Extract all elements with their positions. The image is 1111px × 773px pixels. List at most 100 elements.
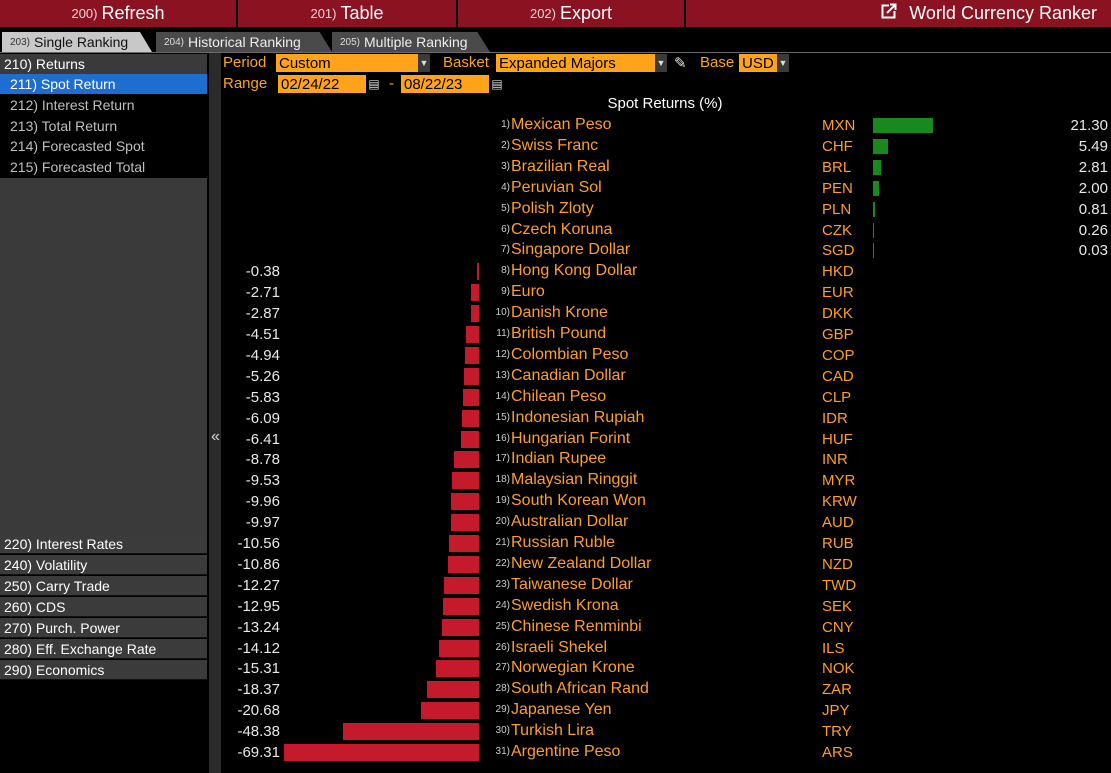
table-row[interactable]: 2) Swiss Franc CHF 5.49 (222, 136, 1111, 157)
table-row[interactable]: 11) British Pound GBP -4.51 (222, 324, 1111, 345)
sidebar-item-carry-trade[interactable]: 250) Carry Trade (0, 576, 207, 596)
table-row[interactable]: 25) Chinese Renminbi CNY -13.24 (222, 617, 1111, 638)
table-row[interactable]: 24) Swedish Krona SEK -12.95 (222, 596, 1111, 617)
refresh-button[interactable]: 200) Refresh (0, 0, 236, 27)
currency-name[interactable]: Australian Dollar (511, 513, 629, 531)
currency-name[interactable]: Peruvian Sol (511, 178, 602, 196)
currency-name[interactable]: Czech Koruna (511, 220, 613, 238)
currency-name[interactable]: Russian Ruble (511, 534, 616, 551)
table-row[interactable]: 31) Argentine Peso ARS -69.31 (222, 742, 1111, 763)
sidebar-item-cds[interactable]: 260) CDS (0, 597, 207, 617)
currency-name[interactable]: Turkish Lira (511, 722, 594, 740)
currency-name[interactable]: Chinese Renminbi (511, 617, 642, 635)
currency-name[interactable]: New Zealand Dollar (511, 554, 652, 572)
currency-name[interactable]: Colombian Peso (511, 345, 629, 363)
table-row[interactable]: 30) Turkish Lira TRY -48.38 (222, 721, 1111, 742)
collapse-sidebar-icon[interactable]: « (211, 428, 220, 445)
currency-name[interactable]: Chilean Peso (511, 387, 607, 405)
table-row[interactable]: 28) South African Rand ZAR -18.37 (222, 679, 1111, 700)
currency-name[interactable]: Mexican Peso (511, 116, 612, 133)
table-button[interactable]: 201) Table (238, 0, 456, 27)
sidebar-item-spot-return[interactable]: 211) Spot Return (0, 74, 207, 94)
currency-name[interactable]: Israeli Shekel (511, 638, 608, 656)
sidebar-item-total-return[interactable]: 213) Total Return (10, 118, 118, 134)
table-row[interactable]: 3) Brazilian Real BRL 2.81 (222, 157, 1111, 178)
table-row[interactable]: 7) Singapore Dollar SGD 0.03 (222, 240, 1111, 261)
sidebar-item-purch-power[interactable]: 270) Purch. Power (0, 618, 207, 638)
range-end-input[interactable]: 08/22/23 (401, 75, 489, 93)
table-row[interactable]: 29) Japanese Yen JPY -20.68 (222, 700, 1111, 721)
table-row[interactable]: 5) Polish Zloty PLN 0.81 (222, 199, 1111, 220)
sidebar-item-economics[interactable]: 290) Economics (0, 660, 207, 680)
base-dropdown-arrow-icon[interactable]: ▼ (777, 54, 789, 72)
sidebar-item-volatility[interactable]: 240) Volatility (0, 555, 207, 575)
tab-historical-ranking[interactable]: 204) Historical Ranking (156, 32, 332, 52)
sidebar-item-interest-rates[interactable]: 220) Interest Rates (0, 534, 207, 554)
currency-name[interactable]: South Korean Won (511, 492, 646, 510)
table-row[interactable]: 21) Russian Ruble RUB -10.56 (222, 533, 1111, 554)
period-dropdown[interactable]: Custom (276, 54, 418, 72)
currency-name[interactable]: Euro (511, 283, 545, 301)
currency-name[interactable]: Indian Rupee (511, 450, 607, 468)
currency-name[interactable]: Canadian Dollar (511, 366, 626, 384)
table-row[interactable]: 15) Indonesian Rupiah IDR -6.09 (222, 408, 1111, 429)
table-row[interactable]: 16) Hungarian Forint HUF -6.41 (222, 429, 1111, 450)
table-row[interactable]: 19) South Korean Won KRW -9.96 (222, 491, 1111, 512)
bar-negative (448, 555, 479, 573)
currency-name[interactable]: Norwegian Krone (511, 659, 635, 677)
sidebar-item-returns[interactable]: 210) Returns (0, 54, 207, 74)
range-start-input[interactable]: 02/24/22 (278, 75, 366, 93)
return-value: -15.31 (237, 660, 280, 678)
edit-pencil-icon[interactable]: ✎ (674, 55, 687, 72)
table-row[interactable]: 18) Malaysian Ringgit MYR -9.53 (222, 470, 1111, 491)
sidebar-item-forecasted-spot[interactable]: 214) Forecasted Spot (10, 138, 145, 154)
table-row[interactable]: 17) Indian Rupee INR -8.78 (222, 449, 1111, 470)
table-row[interactable]: 27) Norwegian Krone NOK -15.31 (222, 658, 1111, 679)
currency-name[interactable]: Malaysian Ringgit (511, 471, 638, 489)
currency-name[interactable]: Indonesian Rupiah (511, 408, 645, 426)
currency-name[interactable]: Taiwanese Dollar (511, 575, 633, 593)
table-row[interactable]: 6) Czech Koruna CZK 0.26 (222, 220, 1111, 241)
table-row[interactable]: 14) Chilean Peso CLP -5.83 (222, 387, 1111, 408)
app-title-bar[interactable]: World Currency Ranker (686, 0, 1111, 27)
currency-name[interactable]: Brazilian Real (511, 157, 610, 175)
tab-single-ranking[interactable]: 203) Single Ranking (2, 32, 152, 52)
base-dropdown[interactable]: USD (739, 54, 777, 72)
calendar-icon[interactable]: ▤ (368, 77, 380, 91)
basket-dropdown[interactable]: Expanded Majors (496, 54, 655, 72)
sidebar-item-eff-exchange-rate[interactable]: 280) Eff. Exchange Rate (0, 639, 207, 659)
calendar-icon[interactable]: ▤ (491, 77, 503, 91)
currency-name[interactable]: Singapore Dollar (511, 241, 631, 259)
table-row[interactable]: 26) Israeli Shekel ILS -14.12 (222, 638, 1111, 659)
currency-name[interactable]: Swedish Krona (511, 596, 619, 614)
currency-code: COP (822, 346, 855, 364)
table-row[interactable]: 23) Taiwanese Dollar TWD -12.27 (222, 575, 1111, 596)
currency-name[interactable]: Argentine Peso (511, 743, 621, 760)
sidebar-item-interest-return[interactable]: 212) Interest Return (10, 97, 135, 113)
currency-name[interactable]: Swiss Franc (511, 136, 599, 154)
table-row[interactable]: 4) Peruvian Sol PEN 2.00 (222, 178, 1111, 199)
table-row[interactable]: 22) New Zealand Dollar NZD -10.86 (222, 554, 1111, 575)
currency-name[interactable]: Polish Zloty (511, 199, 594, 217)
table-row[interactable]: 1) Mexican Peso MXN 21.30 (222, 115, 1111, 136)
launch-external-icon[interactable] (881, 3, 898, 24)
table-row[interactable]: 8) Hong Kong Dollar HKD -0.38 (222, 261, 1111, 282)
currency-name[interactable]: Danish Krone (511, 304, 608, 322)
tab-number: 203) (10, 36, 31, 48)
sidebar-item-forecasted-total[interactable]: 215) Forecasted Total (10, 159, 146, 175)
currency-name[interactable]: Japanese Yen (511, 701, 612, 719)
table-row[interactable]: 10) Danish Krone DKK -2.87 (222, 303, 1111, 324)
export-button[interactable]: 202) Export (458, 0, 684, 27)
period-dropdown-arrow-icon[interactable]: ▼ (418, 54, 430, 72)
table-row[interactable]: 20) Australian Dollar AUD -9.97 (222, 512, 1111, 533)
tab-multiple-ranking[interactable]: 205) Multiple Ranking (332, 32, 490, 52)
currency-name[interactable]: South African Rand (511, 680, 649, 698)
basket-dropdown-arrow-icon[interactable]: ▼ (655, 54, 667, 72)
currency-name[interactable]: British Pound (511, 325, 607, 342)
sidebar-splitter[interactable] (209, 53, 221, 773)
table-row[interactable]: 12) Colombian Peso COP -4.94 (222, 345, 1111, 366)
currency-name[interactable]: Hungarian Forint (511, 429, 631, 447)
table-row[interactable]: 13) Canadian Dollar CAD -5.26 (222, 366, 1111, 387)
currency-name[interactable]: Hong Kong Dollar (511, 262, 638, 280)
table-row[interactable]: 9) Euro EUR -2.71 (222, 282, 1111, 303)
